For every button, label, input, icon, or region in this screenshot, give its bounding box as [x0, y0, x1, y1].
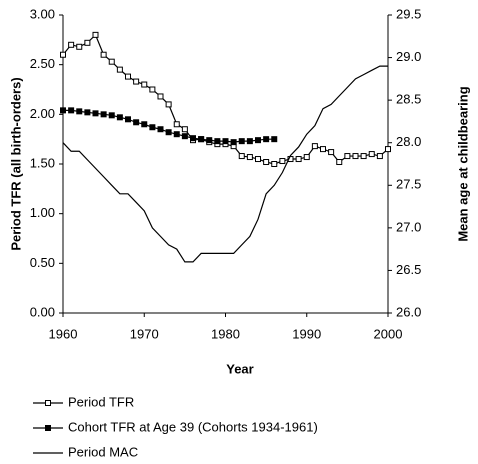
point-marker — [92, 31, 99, 38]
y2-tick-label: 26.5 — [396, 262, 421, 277]
point-marker — [157, 93, 164, 100]
legend-label: Period MAC — [68, 444, 138, 459]
point-marker — [271, 161, 278, 167]
y-tick-label: 1.50 — [30, 155, 55, 170]
point-marker — [303, 154, 310, 161]
point-marker — [181, 133, 188, 140]
point-marker — [198, 136, 205, 143]
point-marker — [328, 149, 335, 156]
y-tick-label: 2.50 — [30, 56, 55, 71]
y-tick-label: 0.00 — [30, 304, 55, 319]
point-marker — [60, 51, 66, 58]
point-marker — [238, 138, 245, 145]
point-marker — [238, 153, 245, 160]
point-marker — [133, 78, 140, 85]
point-marker — [157, 126, 164, 133]
legend-label: Cohort TFR at Age 39 (Cohorts 1934-1961) — [68, 419, 318, 434]
point-marker — [271, 136, 278, 143]
point-marker — [255, 156, 261, 163]
point-marker — [68, 41, 75, 48]
y-tick-label: 2.00 — [30, 106, 55, 121]
point-marker — [246, 154, 253, 161]
point-marker — [263, 159, 270, 166]
point-marker — [133, 119, 140, 126]
legend-label: Period TFR — [68, 394, 134, 409]
point-marker — [165, 129, 172, 136]
point-marker — [141, 81, 148, 88]
point-marker — [108, 58, 115, 65]
point-marker — [116, 66, 123, 73]
x-tick-label: 2000 — [374, 326, 403, 341]
legend-marker — [45, 425, 51, 431]
point-marker — [255, 137, 261, 144]
y2-tick-label: 27.5 — [396, 177, 421, 192]
point-marker — [279, 158, 286, 165]
point-marker — [222, 138, 229, 145]
y-tick-label: 1.00 — [30, 205, 55, 220]
legend-marker — [45, 400, 51, 406]
point-marker — [84, 109, 91, 116]
point-marker — [60, 107, 66, 114]
y2-axis-label: Mean age at childbearing — [455, 86, 470, 241]
point-marker — [141, 121, 148, 128]
point-marker — [68, 107, 75, 114]
point-marker — [311, 143, 318, 150]
point-marker — [352, 153, 359, 160]
point-marker — [173, 131, 180, 138]
point-marker — [376, 153, 383, 160]
point-marker — [190, 135, 196, 142]
y-tick-label: 3.00 — [30, 6, 55, 21]
point-marker — [263, 136, 270, 143]
point-marker — [368, 151, 375, 158]
point-marker — [84, 39, 91, 46]
y2-tick-label: 28.5 — [396, 92, 421, 107]
point-marker — [181, 126, 188, 133]
point-marker — [230, 139, 237, 146]
x-tick-label: 1990 — [292, 326, 321, 341]
point-marker — [173, 121, 180, 128]
point-marker — [344, 153, 351, 160]
y2-tick-label: 29.5 — [396, 6, 421, 21]
point-marker — [320, 146, 326, 153]
point-marker — [125, 116, 131, 123]
x-tick-label: 1970 — [130, 326, 159, 341]
point-marker — [100, 111, 107, 118]
point-marker — [360, 153, 367, 160]
y-tick-label: 0.50 — [30, 255, 55, 270]
point-marker — [385, 146, 391, 153]
point-marker — [92, 110, 99, 117]
point-marker — [336, 159, 343, 166]
x-axis-label: Year — [226, 361, 253, 376]
y2-tick-label: 28.0 — [396, 134, 421, 149]
point-marker — [214, 138, 221, 145]
point-marker — [76, 108, 83, 115]
point-marker — [108, 112, 115, 119]
point-marker — [165, 101, 172, 108]
point-marker — [100, 51, 107, 58]
point-marker — [149, 86, 156, 93]
x-tick-label: 1980 — [211, 326, 240, 341]
point-marker — [206, 137, 213, 144]
series-line — [62, 65, 388, 263]
x-tick-label: 1960 — [49, 326, 78, 341]
point-marker — [149, 124, 156, 131]
y-axis-label: Period TFR (all birth-orders) — [8, 77, 23, 250]
y2-tick-label: 26.0 — [396, 304, 421, 319]
point-marker — [125, 73, 131, 80]
y2-tick-label: 27.0 — [396, 219, 421, 234]
point-marker — [76, 43, 83, 50]
y2-tick-label: 29.0 — [396, 49, 421, 64]
point-marker — [116, 114, 123, 121]
point-marker — [246, 138, 253, 145]
point-marker — [295, 156, 302, 163]
